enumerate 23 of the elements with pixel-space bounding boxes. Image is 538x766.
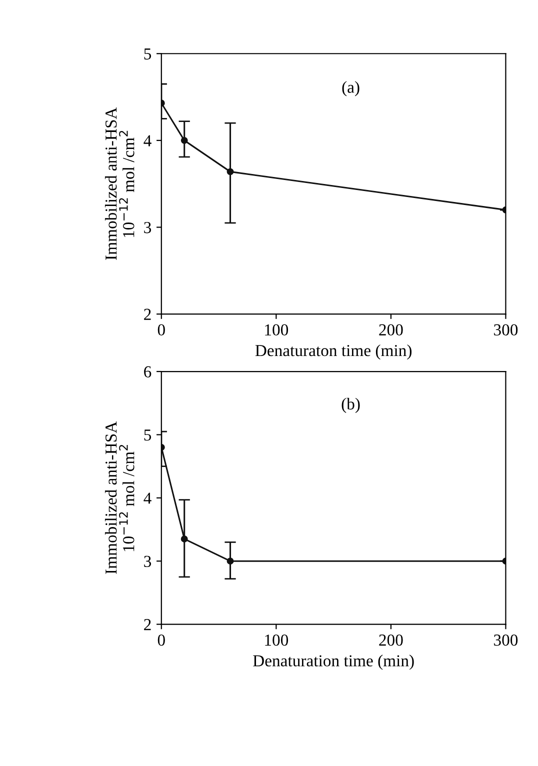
y-tick-label: 6 — [144, 366, 152, 378]
x-tick-label: 200 — [379, 324, 403, 336]
x-tick-label: 300 — [494, 324, 518, 336]
x-tick-label: 100 — [265, 324, 288, 336]
y-axis-title: Immobilized anti-HSA 10$^{−12}$ mol /cm$^{2}$ — [104, 421, 134, 574]
y-tick-label: 5 — [144, 48, 152, 60]
annotation: (a) — [342, 81, 360, 96]
y-tick-label: 5 — [144, 430, 152, 441]
x-tick-label: 200 — [379, 634, 403, 646]
y-tick-label: 3 — [144, 222, 152, 234]
y-tick-label: 2 — [144, 619, 151, 630]
annotation: (b) — [342, 398, 360, 413]
x-tick-label: 0 — [158, 324, 165, 336]
x-tick-label: 300 — [494, 634, 518, 646]
y-tick-label: 4 — [144, 135, 152, 146]
y-tick-label: 2 — [144, 308, 151, 320]
x-axis-title: Denaturation time (min) — [253, 654, 414, 670]
x-tick-label: 100 — [265, 634, 288, 646]
x-axis-title: Denaturaton time (min) — [255, 344, 412, 360]
y-axis-title: Immobilized anti-HSA 10$^{−12}$ mol /cm$^{2}$ — [104, 107, 134, 260]
y-tick-label: 3 — [144, 556, 152, 568]
x-tick-label: 0 — [158, 634, 165, 646]
y-tick-label: 4 — [144, 492, 152, 504]
